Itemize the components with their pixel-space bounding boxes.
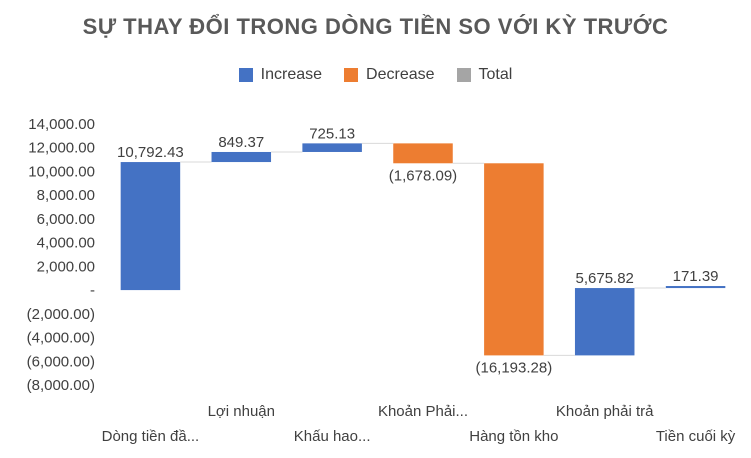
data-label: 171.39: [673, 268, 719, 285]
x-category-label: Dòng tiền đầ...: [102, 428, 200, 445]
x-category-label: Khoản Phải...: [378, 403, 468, 420]
y-tick-label: -: [90, 282, 95, 299]
waterfall-bar: [484, 163, 544, 356]
y-tick-label: 4,000.00: [37, 235, 95, 252]
legend-label-total: Total: [478, 66, 513, 83]
data-label: 849.37: [218, 134, 264, 151]
data-label: (16,193.28): [475, 359, 552, 376]
x-category-label: Hàng tồn kho: [469, 428, 558, 445]
y-tick-label: 12,000.00: [28, 140, 95, 157]
legend-item-increase: Increase: [238, 66, 323, 84]
legend: Increase Decrease Total: [0, 66, 751, 84]
legend-swatch-total: [456, 68, 471, 82]
legend-label-decrease: Decrease: [366, 66, 435, 83]
x-category-label: Lợi nhuận: [208, 403, 275, 420]
waterfall-bar: [211, 151, 272, 163]
legend-item-total: Total: [456, 66, 513, 84]
y-tick-label: 2,000.00: [37, 258, 95, 275]
legend-swatch-increase: [238, 68, 253, 82]
data-label: 10,792.43: [117, 144, 184, 161]
chart-title: SỰ THAY ĐỔI TRONG DÒNG TIỀN SO VỚI KỲ TR…: [82, 14, 669, 39]
waterfall-bar: [665, 286, 726, 289]
x-category-label: Tiền cuối kỳ: [656, 428, 736, 445]
waterfall-bar: [393, 143, 453, 164]
y-tick-label: 6,000.00: [37, 211, 95, 228]
data-label: (1,678.09): [389, 167, 457, 184]
y-tick-label: 8,000.00: [37, 187, 95, 204]
y-tick-label: 10,000.00: [28, 163, 95, 180]
data-label: 725.13: [309, 125, 355, 142]
data-label: 5,675.82: [576, 270, 634, 287]
legend-item-decrease: Decrease: [344, 66, 435, 84]
legend-swatch-decrease: [344, 68, 359, 82]
y-tick-label: (2,000.00): [27, 306, 95, 323]
y-tick-label: (8,000.00): [27, 377, 95, 394]
y-tick-label: 14,000.00: [28, 116, 95, 133]
y-tick-label: (4,000.00): [27, 330, 95, 347]
legend-label-increase: Increase: [260, 66, 323, 83]
x-category-label: Khoản phải trả: [556, 403, 654, 420]
x-category-label: Khấu hao...: [294, 428, 371, 445]
y-tick-label: (6,000.00): [27, 353, 95, 370]
waterfall-bar: [120, 162, 181, 291]
waterfall-bar: [574, 288, 635, 356]
waterfall-bar: [302, 143, 362, 152]
